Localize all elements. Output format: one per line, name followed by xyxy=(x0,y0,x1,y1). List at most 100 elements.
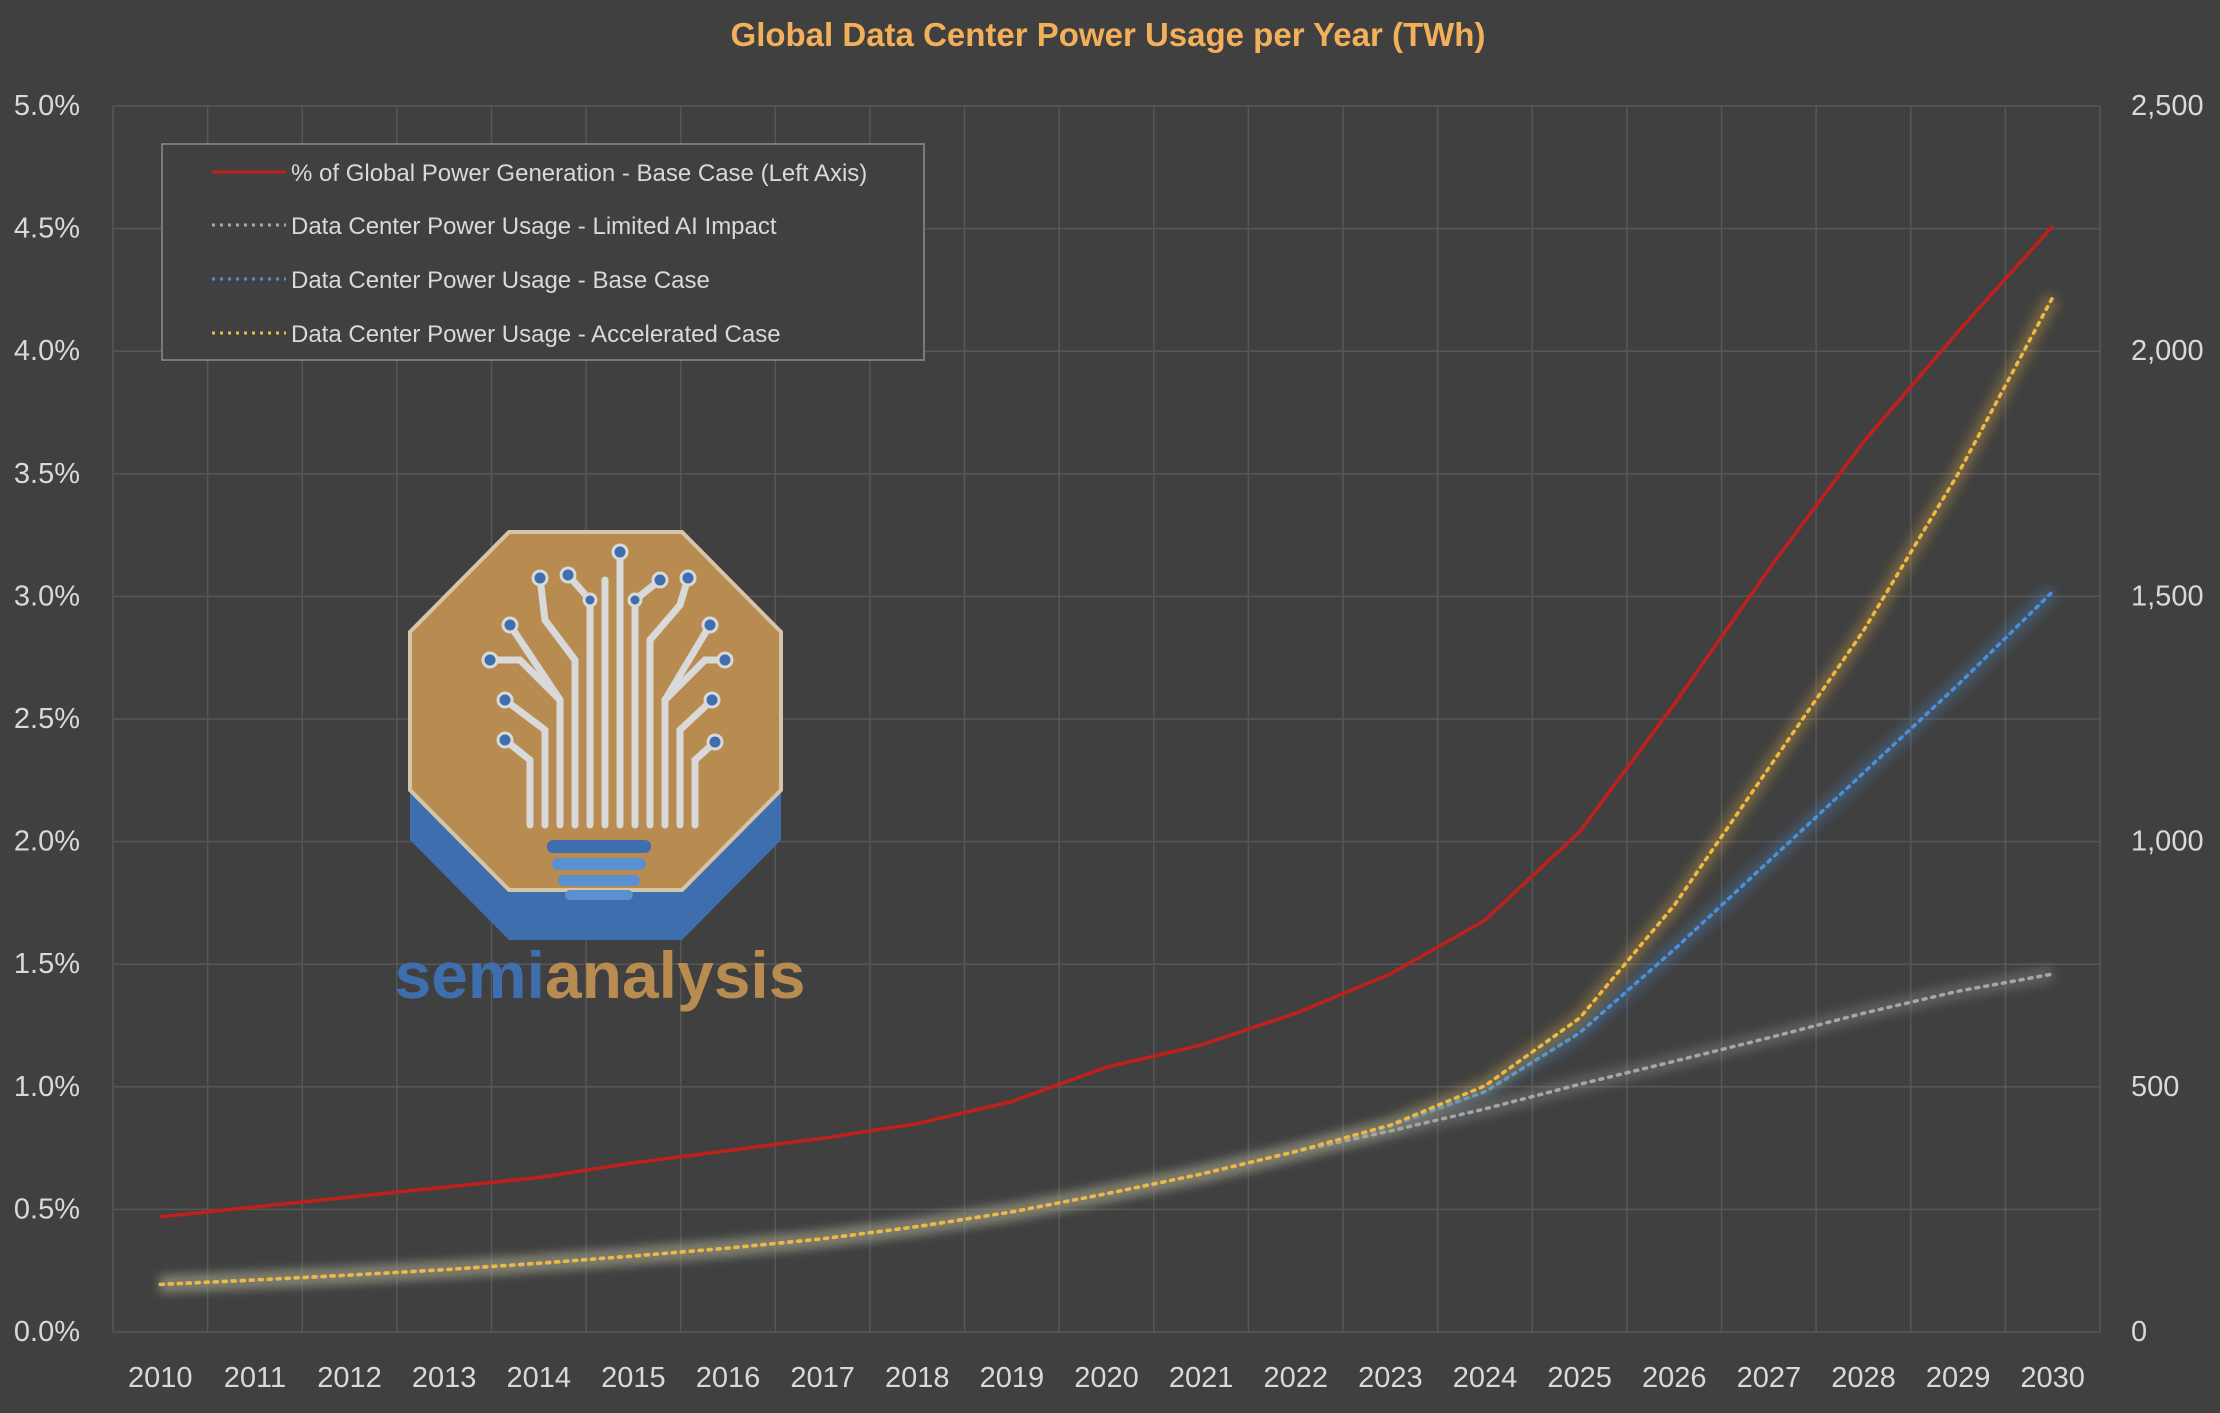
x-tick-label: 2030 xyxy=(2020,1362,2085,1394)
x-tick-label: 2016 xyxy=(696,1362,761,1394)
data-point xyxy=(1010,1100,1014,1104)
data-point xyxy=(726,1246,730,1250)
x-tick-label: 2029 xyxy=(1926,1362,1991,1394)
data-point xyxy=(1862,440,1866,444)
x-tick-label: 2020 xyxy=(1074,1362,1139,1394)
y-right-tick-label: 2,000 xyxy=(2131,335,2204,367)
x-tick-label: 2013 xyxy=(412,1362,477,1394)
y-left-tick-label: 2.0% xyxy=(14,826,80,858)
y-axis-right: 0 500 1,000 1,500 2,000 2,500 xyxy=(2131,90,2204,1348)
data-point xyxy=(1956,472,1960,476)
legend-label: Data Center Power Usage - Limited AI Imp… xyxy=(291,213,777,240)
series-group xyxy=(158,966,2055,1293)
data-point xyxy=(348,1273,352,1277)
data-point xyxy=(1956,989,1960,993)
data-point xyxy=(253,1278,257,1282)
data-point xyxy=(1010,1210,1014,1214)
data-point xyxy=(915,1225,919,1229)
data-point xyxy=(1199,1043,1203,1047)
y-axis-left: 0.0% 0.5% 1.0% 1.5% 2.0% 2.5% 3.0% 3.5% 4.0% 4.5%… xyxy=(14,90,80,1348)
y-right-tick-label: 2,500 xyxy=(2131,90,2204,122)
y-left-tick-label: 0.0% xyxy=(14,1316,80,1348)
y-left-tick-label: 1.5% xyxy=(14,948,80,980)
circuit-tree-icon xyxy=(486,556,729,829)
x-tick-label: 2011 xyxy=(224,1362,286,1394)
data-point xyxy=(1767,859,1771,863)
data-point xyxy=(2051,224,2055,228)
x-tick-label: 2017 xyxy=(790,1362,855,1394)
data-point xyxy=(1105,1065,1109,1069)
y-left-tick-label: 3.0% xyxy=(14,580,80,612)
series-line-glow xyxy=(159,966,2055,1293)
logo-word-analysis: analysis xyxy=(545,938,806,1012)
data-point xyxy=(1294,1150,1298,1154)
series-line xyxy=(160,224,2055,1219)
data-point xyxy=(537,1176,541,1180)
series-layer xyxy=(158,224,2060,1293)
data-point xyxy=(821,1136,825,1140)
series-group xyxy=(158,224,2055,1219)
data-point xyxy=(253,1205,257,1209)
x-tick-label: 2010 xyxy=(128,1362,193,1394)
bulb-base-icon xyxy=(547,840,651,900)
data-point xyxy=(1767,567,1771,571)
series-line xyxy=(158,295,2055,1287)
y-right-tick-label: 500 xyxy=(2131,1071,2179,1103)
data-point xyxy=(1767,766,1771,770)
x-tick-label: 2022 xyxy=(1263,1362,1328,1394)
x-tick-label: 2018 xyxy=(885,1362,950,1394)
legend: % of Global Power Generation - Base Case… xyxy=(161,143,925,361)
legend-label: % of Global Power Generation - Base Case… xyxy=(291,160,867,187)
semianalysis-logo: semianalysis xyxy=(395,530,806,1012)
data-point xyxy=(1956,683,1960,687)
data-point xyxy=(1388,1123,1392,1127)
logo-badge xyxy=(408,530,783,940)
data-point xyxy=(1483,918,1487,922)
data-point xyxy=(1578,1082,1582,1086)
legend-label: Data Center Power Usage - Accelerated Ca… xyxy=(291,321,781,348)
circuit-node-dots xyxy=(481,543,734,751)
data-point xyxy=(726,1149,730,1153)
y-left-tick-label: 1.0% xyxy=(14,1071,80,1103)
data-point xyxy=(915,1122,919,1126)
x-axis: 2010 2011 2012 2013 2014 2015 2016 2017 2018 2019… xyxy=(128,1362,2085,1394)
data-point xyxy=(1862,771,1866,775)
series-group xyxy=(158,293,2060,1293)
data-point xyxy=(1199,1172,1203,1176)
x-tick-label: 2021 xyxy=(1169,1362,1234,1394)
y-left-tick-label: 2.5% xyxy=(14,703,80,735)
y-right-tick-label: 0 xyxy=(2131,1316,2147,1348)
data-point xyxy=(1294,1011,1298,1015)
data-point xyxy=(1578,1031,1582,1035)
y-right-tick-label: 1,500 xyxy=(2131,580,2204,612)
logo-wordmark: semianalysis xyxy=(395,938,806,1012)
data-point xyxy=(631,1161,635,1165)
data-point xyxy=(1672,903,1676,907)
x-tick-label: 2026 xyxy=(1642,1362,1707,1394)
data-point xyxy=(1388,972,1392,976)
y-left-tick-label: 4.0% xyxy=(14,335,80,367)
chart-title: Global Data Center Power Usage per Year … xyxy=(731,16,1486,53)
data-point xyxy=(1767,1036,1771,1040)
data-point xyxy=(1672,948,1676,952)
y-left-tick-label: 4.5% xyxy=(14,213,80,245)
legend-label: Data Center Power Usage - Base Case xyxy=(291,267,710,294)
data-point xyxy=(2051,590,2055,594)
data-point xyxy=(1956,330,1960,334)
data-point xyxy=(537,1261,541,1265)
logo-word-semi: semi xyxy=(395,938,545,1012)
x-tick-label: 2015 xyxy=(601,1362,666,1394)
x-tick-label: 2023 xyxy=(1358,1362,1423,1394)
x-tick-label: 2024 xyxy=(1453,1362,1518,1394)
x-tick-label: 2028 xyxy=(1831,1362,1896,1394)
data-point xyxy=(2051,972,2055,976)
data-point xyxy=(1483,1084,1487,1088)
x-tick-label: 2019 xyxy=(980,1362,1045,1394)
y-left-tick-label: 0.5% xyxy=(14,1193,80,1225)
data-point xyxy=(158,1215,162,1219)
y-left-tick-label: 5.0% xyxy=(14,90,80,122)
data-point xyxy=(1862,1011,1866,1015)
data-point xyxy=(1578,830,1582,834)
